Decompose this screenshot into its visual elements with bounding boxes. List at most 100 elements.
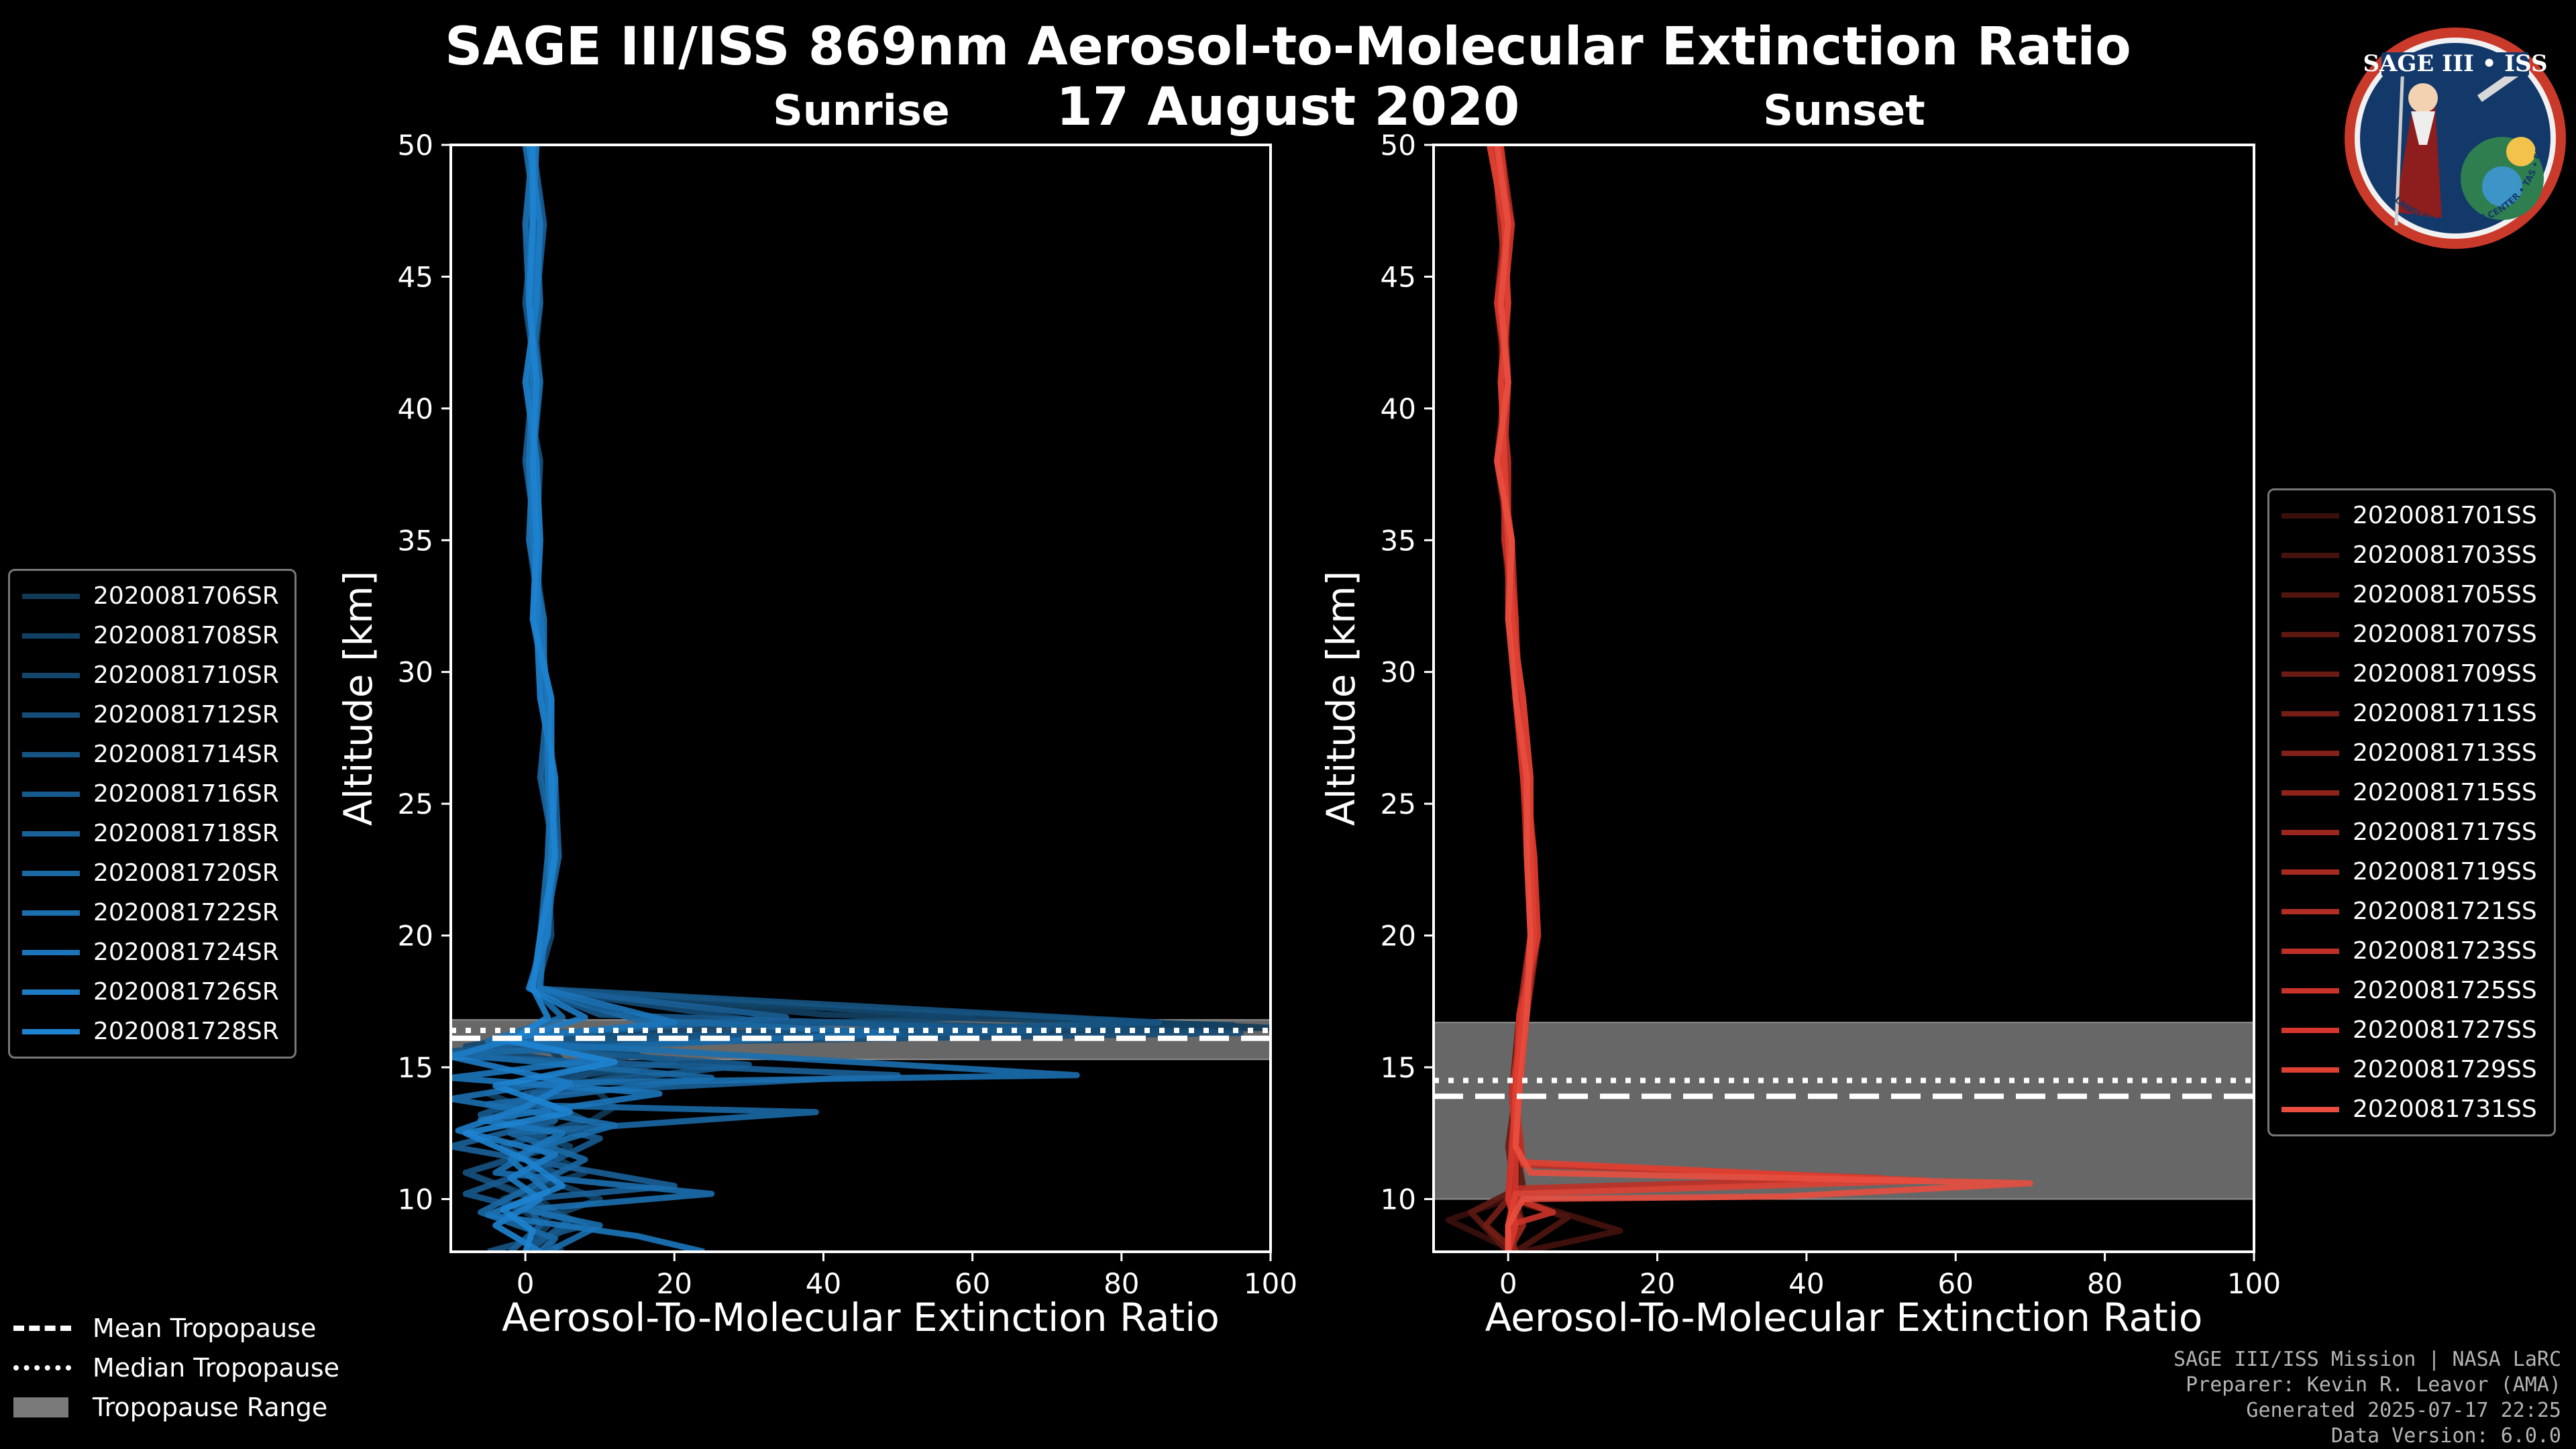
legend-label: 2020081703SS: [2353, 541, 2537, 569]
legend-entry: 2020081709SS: [2269, 654, 2554, 694]
chart-date: 17 August 2020: [1056, 77, 1520, 138]
legend-label: 2020081726SR: [93, 978, 279, 1006]
legend-label: 2020081718SR: [93, 820, 279, 847]
legend-label: 2020081720SR: [93, 859, 279, 887]
sunrise-y-axis-label: Altitude [km]: [335, 571, 381, 826]
sunrise-legend: 2020081706SR 2020081708SR 2020081710SR 2020…: [8, 569, 297, 1059]
tropopause-range-entry: Tropopause Range: [13, 1387, 339, 1427]
legend-entry: 2020081710SR: [10, 655, 294, 695]
legend-entry: 2020081714SR: [10, 735, 294, 774]
x-tick-label: 80: [2087, 1267, 2123, 1300]
legend-entry: 2020081727SS: [2269, 1010, 2554, 1050]
wizard-staff-icon: [2394, 64, 2405, 226]
y-tick-label: 20: [398, 920, 433, 953]
legend-swatch: [2282, 552, 2339, 558]
legend-label: 2020081708SR: [93, 622, 279, 649]
legend-swatch: [2282, 592, 2339, 598]
legend-label: 2020081722SR: [93, 899, 279, 926]
legend-swatch: [22, 989, 80, 995]
sunrise-panel: 0 20 40 60 80 100 10 15 20 25 30 35 40 45 50 Aerosol-To…: [335, 129, 1297, 1340]
legend-label: 2020081728SR: [93, 1018, 279, 1045]
legend-label: 2020081709SS: [2353, 660, 2537, 688]
legend-swatch: [2282, 631, 2339, 637]
tropopause-legend: Mean Tropopause Median Tropopause Tropop…: [13, 1308, 339, 1427]
legend-label: 2020081712SR: [93, 701, 279, 729]
sunset-panel: 0 20 40 60 80 100 10 15 20 25 30 35 40 45 50 Aerosol-To…: [1318, 129, 2281, 1340]
logo-title-text: SAGE III • ISS: [2363, 50, 2547, 77]
legend-swatch: [22, 791, 80, 797]
legend-label: 2020081715SS: [2353, 779, 2537, 806]
legend-entry: 2020081713SS: [2269, 733, 2554, 773]
dashed-line-icon: [13, 1325, 71, 1331]
wizard-beard-icon: [2411, 111, 2435, 145]
legend-swatch: [2282, 869, 2339, 875]
sunset-y-axis-label: Altitude [km]: [1318, 571, 1364, 826]
legend-swatch: [22, 633, 80, 639]
legend-swatch: [22, 751, 80, 757]
sunset-tropopause-range: [1434, 1022, 2254, 1200]
legend-label: 2020081716SR: [93, 780, 279, 808]
series-line-2020081731SS: [1494, 145, 2033, 1252]
y-tick-label: 10: [398, 1183, 433, 1216]
legend-entry: 2020081715SS: [2269, 773, 2554, 812]
median-tropopause-entry: Median Tropopause: [13, 1348, 339, 1387]
legend-swatch: [2282, 987, 2339, 994]
x-tick-label: 60: [1938, 1267, 1974, 1300]
mean-tropopause-entry: Mean Tropopause: [13, 1308, 339, 1348]
x-tick-label: 40: [806, 1267, 841, 1300]
tropopause-range-label: Tropopause Range: [93, 1392, 328, 1422]
legend-swatch: [22, 910, 80, 916]
iss-icon: [2477, 68, 2521, 102]
legend-swatch: [2282, 908, 2339, 914]
legend-entry: 2020081701SS: [2269, 496, 2554, 535]
chart-title: SAGE III/ISS 869nm Aerosol-to-Molecular …: [445, 17, 2131, 77]
legend-entry: 2020081718SR: [10, 814, 294, 853]
legend-label: 2020081725SS: [2353, 977, 2537, 1004]
ocean-icon: [2482, 166, 2522, 207]
legend-entry: 2020081719SS: [2269, 852, 2554, 892]
y-tick-label: 15: [1381, 1051, 1416, 1084]
legend-swatch: [22, 672, 80, 678]
legend-label: 2020081701SS: [2353, 502, 2537, 529]
legend-entry: 2020081720SR: [10, 853, 294, 893]
y-tick-label: 20: [1381, 920, 1416, 953]
y-tick-label: 50: [1381, 129, 1416, 162]
y-tick-label: 30: [1381, 656, 1416, 689]
sun-icon: [2506, 137, 2536, 166]
legend-entry: 2020081708SR: [10, 616, 294, 655]
legend-swatch: [2282, 1067, 2339, 1073]
legend-swatch: [2282, 790, 2339, 796]
x-tick-label: 40: [1788, 1267, 1824, 1300]
legend-swatch: [22, 1028, 80, 1034]
sunset-legend: 2020081701SS 2020081703SS 2020081705SS 2020…: [2267, 488, 2556, 1136]
legend-label: 2020081705SS: [2353, 581, 2537, 608]
sage-iii-iss-logo: SAGE III • ISS BALL • NASA LANGLEY RESEA…: [2345, 28, 2566, 249]
legend-entry: 2020081722SR: [10, 893, 294, 932]
legend-entry: 2020081728SR: [10, 1012, 294, 1051]
wizard-robe-icon: [2395, 105, 2442, 219]
y-tick-label: 30: [398, 656, 433, 689]
legend-label: 2020081721SS: [2353, 898, 2537, 925]
legend-label: 2020081710SR: [93, 661, 279, 689]
legend-entry: 2020081729SS: [2269, 1050, 2554, 1089]
legend-label: 2020081713SS: [2353, 739, 2537, 767]
x-tick-label: 60: [955, 1267, 990, 1300]
legend-label: 2020081717SS: [2353, 818, 2537, 846]
legend-swatch: [2282, 1027, 2339, 1033]
y-tick-label: 15: [398, 1051, 433, 1084]
legend-label: 2020081706SR: [93, 582, 279, 610]
legend-entry: 2020081712SR: [10, 695, 294, 735]
legend-swatch: [2282, 513, 2339, 519]
legend-swatch: [22, 593, 80, 599]
legend-entry: 2020081711SS: [2269, 694, 2554, 733]
legend-entry: 2020081725SS: [2269, 971, 2554, 1010]
y-tick-label: 25: [398, 788, 433, 820]
x-tick-label: 80: [1104, 1267, 1139, 1300]
series-line-2020081728SR: [462, 145, 618, 1252]
wizard-head-icon: [2408, 83, 2438, 113]
legend-swatch: [2282, 671, 2339, 677]
x-tick-label: 100: [1244, 1267, 1297, 1300]
y-tick-label: 50: [398, 129, 433, 162]
sunrise-x-axis-label: Aerosol-To-Molecular Extinction Ratio: [502, 1295, 1220, 1340]
